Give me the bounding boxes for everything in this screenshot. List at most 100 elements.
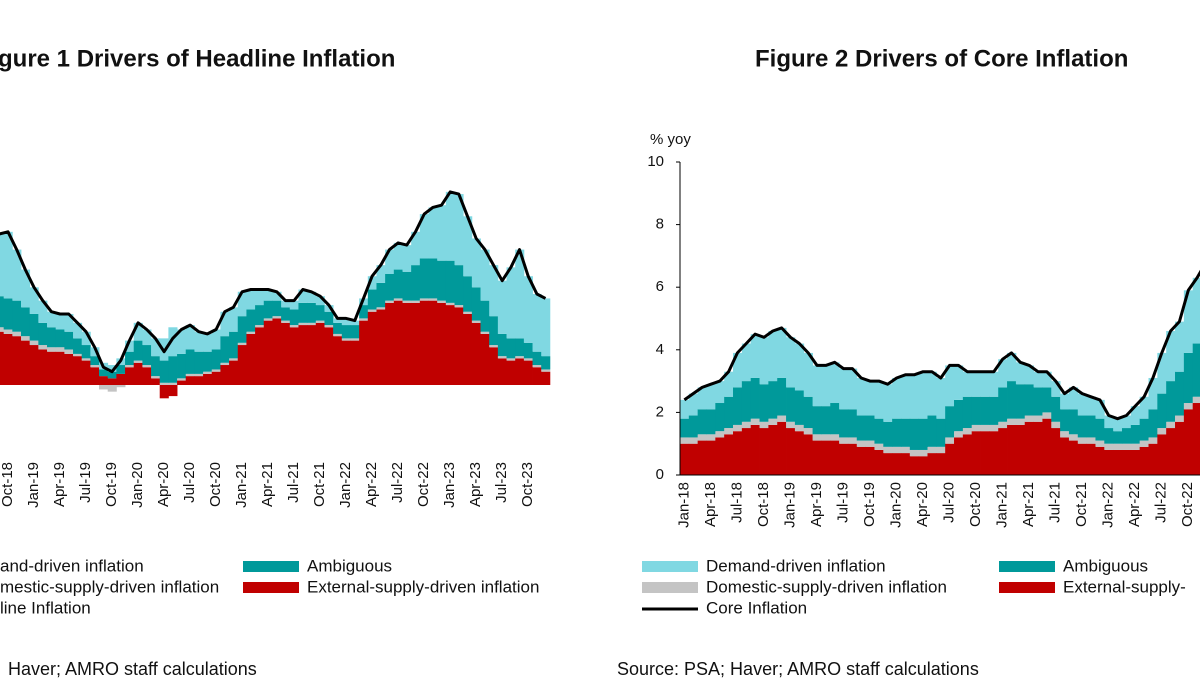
- bar-segment: [159, 385, 169, 399]
- bar-segment: [376, 282, 386, 308]
- x-tick-label: Jan-19: [25, 462, 42, 508]
- bar-segment: [220, 362, 230, 366]
- bar-segment: [350, 340, 360, 385]
- x-tick-label: Apr-19: [51, 462, 68, 507]
- bar-segment: [307, 322, 317, 326]
- bar-segment: [437, 302, 447, 385]
- bar-segment: [107, 365, 117, 372]
- bar-segment: [281, 300, 291, 308]
- bar-segment: [856, 415, 867, 441]
- bar-segment: [497, 280, 507, 334]
- bar-segment: [419, 298, 429, 301]
- bar-segment: [0, 296, 5, 328]
- bar-segment: [1060, 409, 1070, 432]
- bar-segment: [1166, 421, 1176, 429]
- bar-segment: [1051, 381, 1061, 397]
- bar-segment: [307, 325, 317, 385]
- x-tick-label: Apr-22: [363, 462, 380, 507]
- bar-segment: [38, 345, 48, 350]
- bar-segment: [73, 353, 83, 357]
- bar-segment: [741, 421, 752, 429]
- bar-segment: [220, 336, 230, 363]
- bar-segment: [812, 440, 822, 475]
- bar-segment: [116, 365, 126, 374]
- bar-segment: [471, 320, 481, 323]
- bar-segment: [900, 453, 911, 475]
- x-tick-label: Oct-21: [1073, 482, 1090, 527]
- bar-segment: [1183, 403, 1194, 410]
- bar-segment: [1139, 440, 1149, 447]
- bar-segment: [220, 365, 230, 385]
- bar-segment: [263, 300, 273, 319]
- bar-segment: [998, 359, 1008, 388]
- bar-segment: [376, 309, 386, 385]
- bar-segment: [350, 325, 360, 339]
- bar-segment: [865, 446, 875, 475]
- bar-segment: [497, 356, 507, 359]
- bar-segment: [298, 289, 308, 303]
- bar-segment: [900, 374, 911, 419]
- bar-segment: [812, 434, 822, 441]
- bar-segment: [177, 378, 187, 381]
- bar-segment: [489, 347, 499, 385]
- bar-segment: [1051, 428, 1061, 475]
- x-tick-label: Apr-21: [259, 462, 276, 507]
- bar-segment: [883, 446, 893, 454]
- bar-segment: [220, 311, 230, 337]
- legend-label: External-supply-driven inflation: [307, 577, 539, 596]
- bar-segment: [865, 415, 875, 441]
- bar-segment: [411, 302, 421, 385]
- bar-segment: [185, 373, 195, 377]
- bar-segment: [688, 415, 699, 438]
- bar-segment: [12, 331, 22, 337]
- bar-segment: [515, 356, 525, 359]
- bar-segment: [237, 291, 247, 317]
- bar-segment: [830, 434, 840, 441]
- bar-segment: [532, 367, 542, 385]
- bar-segment: [971, 371, 981, 397]
- bar-segment: [177, 380, 187, 385]
- bar-segment: [125, 365, 135, 368]
- x-tick-label: Oct-19: [861, 482, 878, 527]
- bar-segment: [1113, 431, 1123, 444]
- chart-title: gure 1 Drivers of Headline Inflation: [0, 45, 395, 72]
- bar-segment: [437, 300, 447, 303]
- bar-segment: [333, 322, 343, 334]
- bar-segment: [980, 371, 990, 397]
- y-tick-label: 2: [656, 403, 664, 420]
- bar-segment: [81, 331, 91, 346]
- bar-segment: [989, 396, 999, 425]
- bar-segment: [523, 342, 533, 359]
- bar-segment: [980, 424, 990, 432]
- bar-segment: [12, 249, 22, 301]
- bar-segment: [847, 368, 858, 410]
- bar-segment: [733, 387, 743, 425]
- x-tick-label: Jul-20: [941, 482, 958, 523]
- bar-segment: [697, 387, 707, 410]
- bar-segment: [1104, 428, 1114, 444]
- bar-segment: [989, 431, 999, 475]
- bar-segment: [1077, 393, 1088, 416]
- bar-segment: [1060, 393, 1070, 410]
- bar-segment: [55, 347, 65, 352]
- bar-segment: [541, 356, 551, 370]
- bar-segment: [246, 331, 256, 334]
- bar-segment: [142, 329, 152, 346]
- bar-segment: [945, 365, 955, 407]
- bar-segment: [376, 265, 386, 283]
- bar-segment: [419, 214, 429, 259]
- bar-segment: [168, 385, 178, 397]
- bar-segment: [29, 345, 39, 385]
- bar-segment: [839, 409, 849, 438]
- x-tick-label: Jul-18: [728, 482, 745, 523]
- bar-segment: [768, 418, 778, 425]
- y-tick-label: 6: [656, 278, 664, 295]
- bar-segment: [90, 367, 100, 385]
- bar-segment: [786, 337, 796, 388]
- bar-segment: [47, 311, 57, 328]
- legend-label: Domestic-supply-driven inflation: [706, 577, 947, 596]
- x-tick-label: Jan-21: [994, 482, 1011, 528]
- bar-segment: [1033, 421, 1043, 475]
- bar-segment: [506, 358, 516, 361]
- bar-segment: [454, 194, 464, 266]
